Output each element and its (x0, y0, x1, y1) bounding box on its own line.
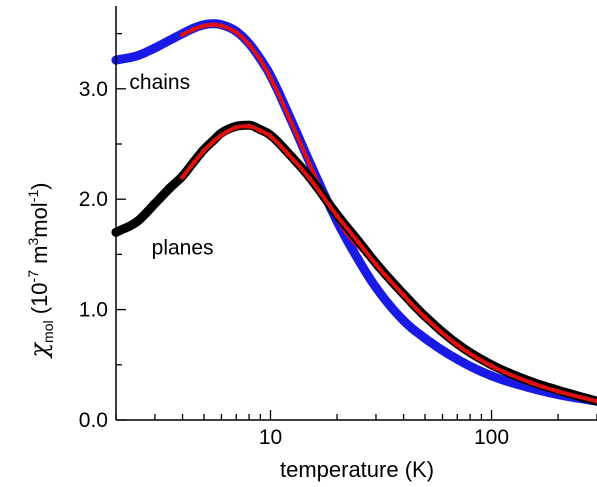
data-layer (111, 19, 597, 406)
y-tick-label: 3.0 (79, 78, 108, 101)
label-layer: 10 100 0.0 1.0 2.0 3.0 chains planes (79, 71, 509, 449)
y-axis-exp2: 3 (25, 238, 41, 246)
y-axis-symbol: χ (25, 341, 53, 359)
x-tick-label: 10 (259, 426, 282, 449)
x-axis-title: temperature (K) (280, 457, 434, 482)
annotation-chains: chains (129, 71, 190, 94)
y-tick-label: 2.0 (79, 188, 108, 211)
y-axis-unit-mid: m (27, 246, 52, 270)
y-axis-unit-mol: mol (27, 202, 52, 237)
x-tick-label: 100 (474, 426, 509, 449)
axis-layer (115, 6, 597, 421)
planes-fit-series (180, 123, 597, 404)
y-tick-label: 0.0 (79, 409, 108, 432)
y-axis-exp3: -1 (25, 190, 41, 203)
planes-fit-line (180, 124, 597, 404)
y-axis-exp1: -7 (25, 270, 41, 283)
annotation-planes: planes (152, 236, 214, 259)
y-axis-title: χmol (10-7 m3mol-1) (25, 183, 56, 360)
planes-data-series (111, 120, 597, 406)
y-axis-unit-close: ) (27, 183, 52, 190)
y-tick-label: 1.0 (79, 299, 108, 322)
y-axis-unit-open: (10 (27, 282, 52, 320)
y-axis-subscript: mol (40, 320, 56, 343)
